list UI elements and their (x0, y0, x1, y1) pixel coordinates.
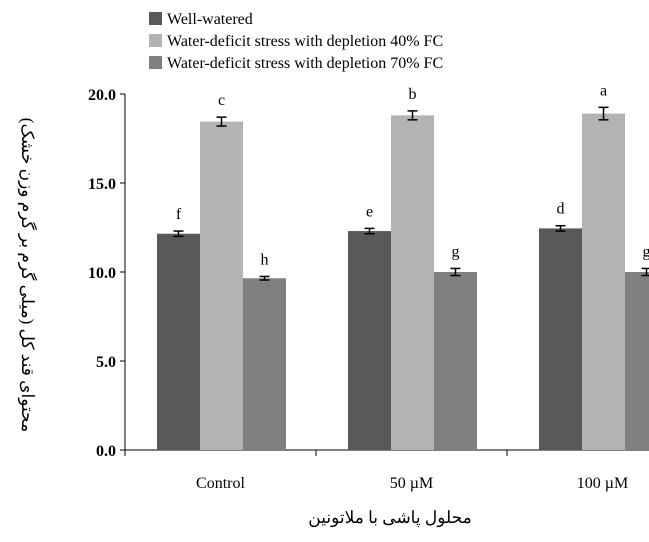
legend-label: Well-watered (167, 11, 253, 28)
legend-swatch (149, 56, 162, 69)
labels: f c h Control e b g 50 µM d a g 100 µM (176, 82, 649, 492)
y-tick-label: 15.0 (88, 176, 116, 193)
significance-letter: b (409, 86, 417, 103)
y-tick-label: 5.0 (96, 354, 116, 371)
significance-letter: g (452, 243, 460, 260)
significance-letter: f (176, 206, 182, 223)
bar (539, 228, 582, 450)
x-tick-label: Control (196, 475, 245, 492)
y-tick-label: 0.0 (96, 443, 116, 460)
x-tick-label: 100 µM (577, 475, 628, 492)
significance-letter: h (261, 251, 269, 268)
bar (200, 121, 243, 450)
significance-letter: c (218, 92, 225, 109)
bars (157, 106, 649, 451)
bar (348, 231, 391, 450)
legend-swatch (149, 34, 162, 47)
bar (157, 233, 200, 450)
significance-letter: d (557, 201, 565, 218)
legend-swatch (149, 12, 162, 25)
significance-letter: a (600, 82, 607, 99)
y-tick-label: 20.0 (88, 87, 116, 104)
bar (434, 272, 477, 450)
significance-letter: g (643, 243, 649, 260)
significance-letter: e (366, 203, 373, 220)
bar (391, 115, 434, 451)
bar (582, 113, 625, 450)
y-tick-label: 10.0 (88, 265, 116, 282)
x-tick-label: 50 µM (390, 475, 433, 492)
bar (243, 278, 286, 450)
y-axis-title: محتوای قند کل (میلی گرم بر گرم وزن خشک) (17, 118, 38, 432)
bar (625, 272, 649, 450)
legend: Well-watered Water-deficit stress with de… (149, 11, 443, 72)
legend-label: Water-deficit stress with depletion 70% … (167, 55, 443, 72)
x-axis-title: محلول پاشی با ملاتونین (308, 508, 471, 528)
legend-label: Water-deficit stress with depletion 40% … (167, 33, 443, 50)
